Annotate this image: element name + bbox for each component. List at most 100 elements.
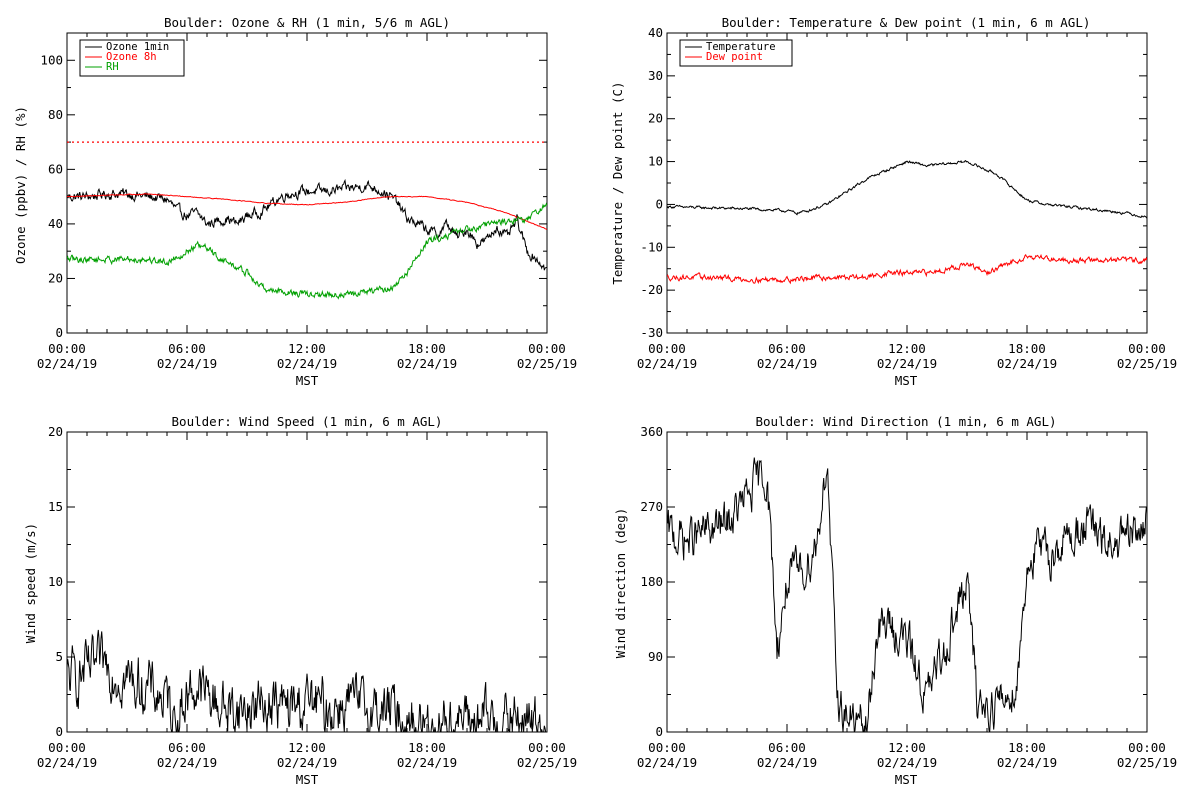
y-tick-label: 10 bbox=[648, 154, 663, 169]
x-tick-date-label: 02/24/19 bbox=[757, 356, 817, 371]
x-tick-date-label: 02/24/19 bbox=[637, 356, 697, 371]
x-tick-time-label: 18:00 bbox=[408, 341, 446, 356]
x-tick-time-label: 12:00 bbox=[288, 341, 326, 356]
legend-box bbox=[679, 39, 793, 67]
x-tick-date-label: 02/24/19 bbox=[37, 356, 97, 371]
x-tick-date-label: 02/24/19 bbox=[397, 356, 457, 371]
x-tick-time-label: 12:00 bbox=[288, 740, 326, 755]
x-tick-date-label: 02/24/19 bbox=[277, 356, 337, 371]
x-tick-time-label: 18:00 bbox=[1008, 341, 1046, 356]
wind-dir-panel: Boulder: Wind Direction (1 min, 6 m AGL)… bbox=[613, 414, 1177, 787]
x-tick-time-label: 12:00 bbox=[888, 740, 926, 755]
series-line-ozone-1min bbox=[67, 178, 547, 271]
x-tick-time-label: 12:00 bbox=[888, 341, 926, 356]
y-tick-label: 180 bbox=[640, 574, 663, 589]
x-tick-time-label: 00:00 bbox=[48, 341, 86, 356]
y-tick-label: -10 bbox=[640, 239, 663, 254]
x-tick-date-label: 02/25/19 bbox=[517, 356, 577, 371]
y-tick-label: 5 bbox=[55, 649, 63, 664]
x-tick-date-label: 02/24/19 bbox=[157, 755, 217, 770]
ozone-rh-plot: 02040608010000:0002/24/1906:0002/24/1912… bbox=[37, 32, 577, 371]
y-tick-label: 0 bbox=[655, 196, 663, 211]
wind-dir-ylabel: Wind direction (deg) bbox=[613, 508, 628, 659]
y-tick-label: -30 bbox=[640, 325, 663, 340]
x-tick-date-label: 02/24/19 bbox=[757, 755, 817, 770]
ozone-rh-xlabel: MST bbox=[296, 373, 319, 388]
y-tick-label: 60 bbox=[48, 161, 63, 176]
y-tick-label: 20 bbox=[48, 424, 63, 439]
x-tick-time-label: 18:00 bbox=[1008, 740, 1046, 755]
temp-dew-ylabel: Temperature / Dew point (C) bbox=[610, 81, 625, 284]
x-tick-date-label: 02/24/19 bbox=[37, 755, 97, 770]
x-tick-date-label: 02/24/19 bbox=[877, 755, 937, 770]
wind-speed-xlabel: MST bbox=[296, 772, 319, 787]
wind-speed-title: Boulder: Wind Speed (1 min, 6 m AGL) bbox=[172, 414, 443, 429]
x-tick-date-label: 02/24/19 bbox=[397, 755, 457, 770]
x-tick-date-label: 02/24/19 bbox=[997, 755, 1057, 770]
x-tick-time-label: 18:00 bbox=[408, 740, 446, 755]
y-tick-label: 0 bbox=[655, 724, 663, 739]
y-tick-label: 80 bbox=[48, 107, 63, 122]
plot-frame bbox=[666, 431, 1148, 733]
x-tick-time-label: 00:00 bbox=[528, 740, 566, 755]
y-tick-label: 270 bbox=[640, 499, 663, 514]
ozone-rh-panel: Boulder: Ozone & RH (1 min, 5/6 m AGL) O… bbox=[13, 15, 577, 388]
wind-speed-plot: 0510152000:0002/24/1906:0002/24/1912:000… bbox=[37, 424, 577, 770]
legend-entry: Ozone 8h bbox=[106, 51, 157, 63]
temp-dew-xlabel: MST bbox=[895, 373, 918, 388]
legend-box bbox=[79, 39, 185, 77]
x-tick-date-label: 02/24/19 bbox=[997, 356, 1057, 371]
y-tick-label: 360 bbox=[640, 424, 663, 439]
y-tick-label: 40 bbox=[48, 216, 63, 231]
x-tick-time-label: 00:00 bbox=[648, 740, 686, 755]
wind-speed-ylabel: Wind speed (m/s) bbox=[23, 523, 38, 643]
legend-entry: Dew point bbox=[706, 51, 763, 63]
y-tick-label: 15 bbox=[48, 499, 63, 514]
y-tick-label: 30 bbox=[648, 68, 663, 83]
y-tick-label: 100 bbox=[40, 52, 63, 67]
temp-dew-title: Boulder: Temperature & Dew point (1 min,… bbox=[722, 15, 1091, 30]
legend-entry: Temperature bbox=[706, 41, 776, 53]
x-tick-time-label: 00:00 bbox=[648, 341, 686, 356]
series-line-temperature bbox=[667, 159, 1147, 219]
x-tick-time-label: 06:00 bbox=[768, 740, 806, 755]
x-tick-time-label: 06:00 bbox=[168, 341, 206, 356]
x-tick-date-label: 02/24/19 bbox=[157, 356, 217, 371]
x-tick-time-label: 00:00 bbox=[1128, 341, 1166, 356]
x-tick-time-label: 06:00 bbox=[768, 341, 806, 356]
wind-dir-plot: 09018027036000:0002/24/1906:0002/24/1912… bbox=[637, 424, 1177, 770]
ozone-rh-title: Boulder: Ozone & RH (1 min, 5/6 m AGL) bbox=[164, 15, 450, 30]
plot-frame bbox=[66, 32, 548, 334]
series-line-main bbox=[67, 629, 547, 732]
x-tick-time-label: 00:00 bbox=[1128, 740, 1166, 755]
x-tick-time-label: 06:00 bbox=[168, 740, 206, 755]
plot-frame bbox=[666, 32, 1148, 334]
series-line-ozone-8h bbox=[67, 193, 547, 230]
legend-entry: Ozone 1min bbox=[106, 41, 169, 53]
x-tick-date-label: 02/24/19 bbox=[877, 356, 937, 371]
y-tick-label: 90 bbox=[648, 649, 663, 664]
x-tick-date-label: 02/25/19 bbox=[1117, 356, 1177, 371]
ozone-rh-ylabel: Ozone (ppbv) / RH (%) bbox=[13, 106, 28, 264]
series-line-main bbox=[667, 457, 1147, 732]
x-tick-time-label: 00:00 bbox=[528, 341, 566, 356]
x-tick-time-label: 00:00 bbox=[48, 740, 86, 755]
y-tick-label: -20 bbox=[640, 282, 663, 297]
x-tick-date-label: 02/25/19 bbox=[517, 755, 577, 770]
temp-dew-plot: -30-20-1001020304000:0002/24/1906:0002/2… bbox=[637, 25, 1177, 371]
wind-speed-panel: Boulder: Wind Speed (1 min, 6 m AGL) Win… bbox=[23, 414, 577, 787]
x-tick-date-label: 02/24/19 bbox=[637, 755, 697, 770]
wind-dir-title: Boulder: Wind Direction (1 min, 6 m AGL) bbox=[755, 414, 1056, 429]
y-tick-label: 10 bbox=[48, 574, 63, 589]
temp-dew-panel: Boulder: Temperature & Dew point (1 min,… bbox=[610, 15, 1177, 388]
series-line-dew-point bbox=[667, 253, 1147, 285]
y-tick-label: 0 bbox=[55, 325, 63, 340]
x-tick-date-label: 02/24/19 bbox=[277, 755, 337, 770]
y-tick-label: 40 bbox=[648, 25, 663, 40]
wind-dir-xlabel: MST bbox=[895, 772, 918, 787]
series-line-rh bbox=[67, 202, 547, 300]
y-tick-label: 20 bbox=[648, 111, 663, 126]
